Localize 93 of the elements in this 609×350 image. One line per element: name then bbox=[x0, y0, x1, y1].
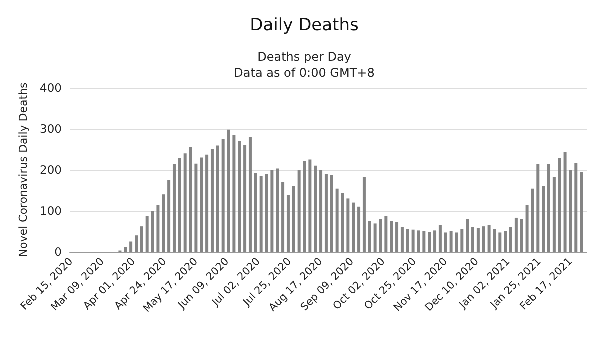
bar bbox=[189, 147, 192, 252]
bar bbox=[124, 247, 128, 252]
bar bbox=[341, 193, 344, 252]
bar bbox=[358, 206, 361, 252]
bar bbox=[574, 163, 578, 252]
bar bbox=[482, 226, 486, 252]
bar bbox=[434, 230, 437, 252]
bar bbox=[200, 158, 204, 252]
bar bbox=[222, 139, 225, 252]
bar bbox=[569, 170, 572, 252]
bar bbox=[130, 242, 133, 252]
bar bbox=[178, 158, 182, 252]
y-tick-label: 200 bbox=[40, 163, 62, 177]
y-tick-label: 400 bbox=[40, 81, 62, 95]
bar bbox=[542, 186, 546, 252]
bar bbox=[303, 161, 306, 252]
bar bbox=[140, 226, 144, 252]
bar bbox=[504, 232, 508, 252]
chart-subtitle: Deaths per Day Data as of 0:00 GMT+8 bbox=[234, 50, 375, 80]
bar bbox=[210, 150, 214, 252]
bar bbox=[184, 154, 187, 252]
bar bbox=[134, 236, 138, 252]
bar bbox=[346, 198, 350, 252]
bar bbox=[428, 232, 432, 252]
bar bbox=[308, 160, 312, 252]
bar bbox=[396, 222, 399, 252]
bar bbox=[493, 229, 496, 252]
bar bbox=[438, 225, 442, 252]
bar bbox=[466, 219, 470, 252]
bar bbox=[194, 164, 198, 252]
bar bbox=[238, 141, 242, 252]
y-tick-label: 0 bbox=[54, 245, 62, 259]
bar bbox=[552, 176, 556, 252]
bar bbox=[520, 219, 524, 252]
bar bbox=[412, 230, 415, 252]
bar bbox=[558, 158, 562, 252]
y-axis-title: Novel Coronavirus Daily Deaths bbox=[17, 82, 30, 258]
bar bbox=[362, 176, 366, 252]
bar bbox=[455, 232, 458, 252]
bar bbox=[320, 170, 323, 252]
bar bbox=[324, 174, 328, 252]
bar bbox=[352, 202, 356, 252]
bar bbox=[244, 144, 247, 252]
bar bbox=[146, 216, 149, 252]
bar bbox=[298, 170, 301, 252]
chart-title: Daily Deaths bbox=[250, 16, 359, 36]
bar bbox=[374, 224, 377, 252]
bar bbox=[292, 186, 296, 252]
bar bbox=[417, 230, 420, 252]
bar bbox=[156, 205, 160, 252]
bar bbox=[330, 175, 334, 252]
bar bbox=[227, 130, 230, 252]
bar bbox=[450, 232, 453, 252]
y-tick-label: 100 bbox=[40, 204, 62, 218]
bar bbox=[531, 188, 534, 252]
bar bbox=[172, 164, 176, 252]
bar bbox=[460, 229, 464, 252]
bar bbox=[548, 164, 551, 252]
bar bbox=[384, 216, 388, 252]
bar bbox=[379, 219, 382, 252]
bar bbox=[514, 218, 518, 252]
bar bbox=[260, 176, 263, 252]
bar bbox=[168, 180, 171, 252]
bar bbox=[476, 228, 480, 252]
bar bbox=[162, 194, 166, 252]
bar bbox=[510, 227, 513, 252]
bar bbox=[151, 211, 154, 252]
bar bbox=[265, 174, 268, 252]
bar bbox=[580, 172, 584, 252]
bar bbox=[254, 173, 258, 252]
bar bbox=[400, 227, 404, 252]
bar bbox=[472, 227, 475, 252]
bar bbox=[282, 182, 285, 252]
bar bbox=[276, 168, 280, 252]
bar bbox=[368, 221, 372, 252]
y-tick-label: 300 bbox=[40, 122, 62, 136]
bar bbox=[248, 137, 252, 252]
bar bbox=[216, 146, 220, 252]
bar bbox=[314, 166, 318, 252]
bar bbox=[488, 225, 491, 252]
bar bbox=[564, 152, 567, 252]
bar bbox=[498, 232, 502, 252]
bar bbox=[270, 170, 274, 252]
bar bbox=[422, 232, 426, 252]
bar bbox=[536, 164, 540, 252]
bar bbox=[526, 205, 529, 252]
bar bbox=[206, 154, 209, 252]
bar bbox=[390, 221, 394, 252]
bar bbox=[336, 188, 339, 252]
bar bbox=[232, 135, 236, 252]
bar bbox=[406, 229, 410, 252]
bar bbox=[286, 195, 290, 252]
bar bbox=[444, 232, 448, 252]
